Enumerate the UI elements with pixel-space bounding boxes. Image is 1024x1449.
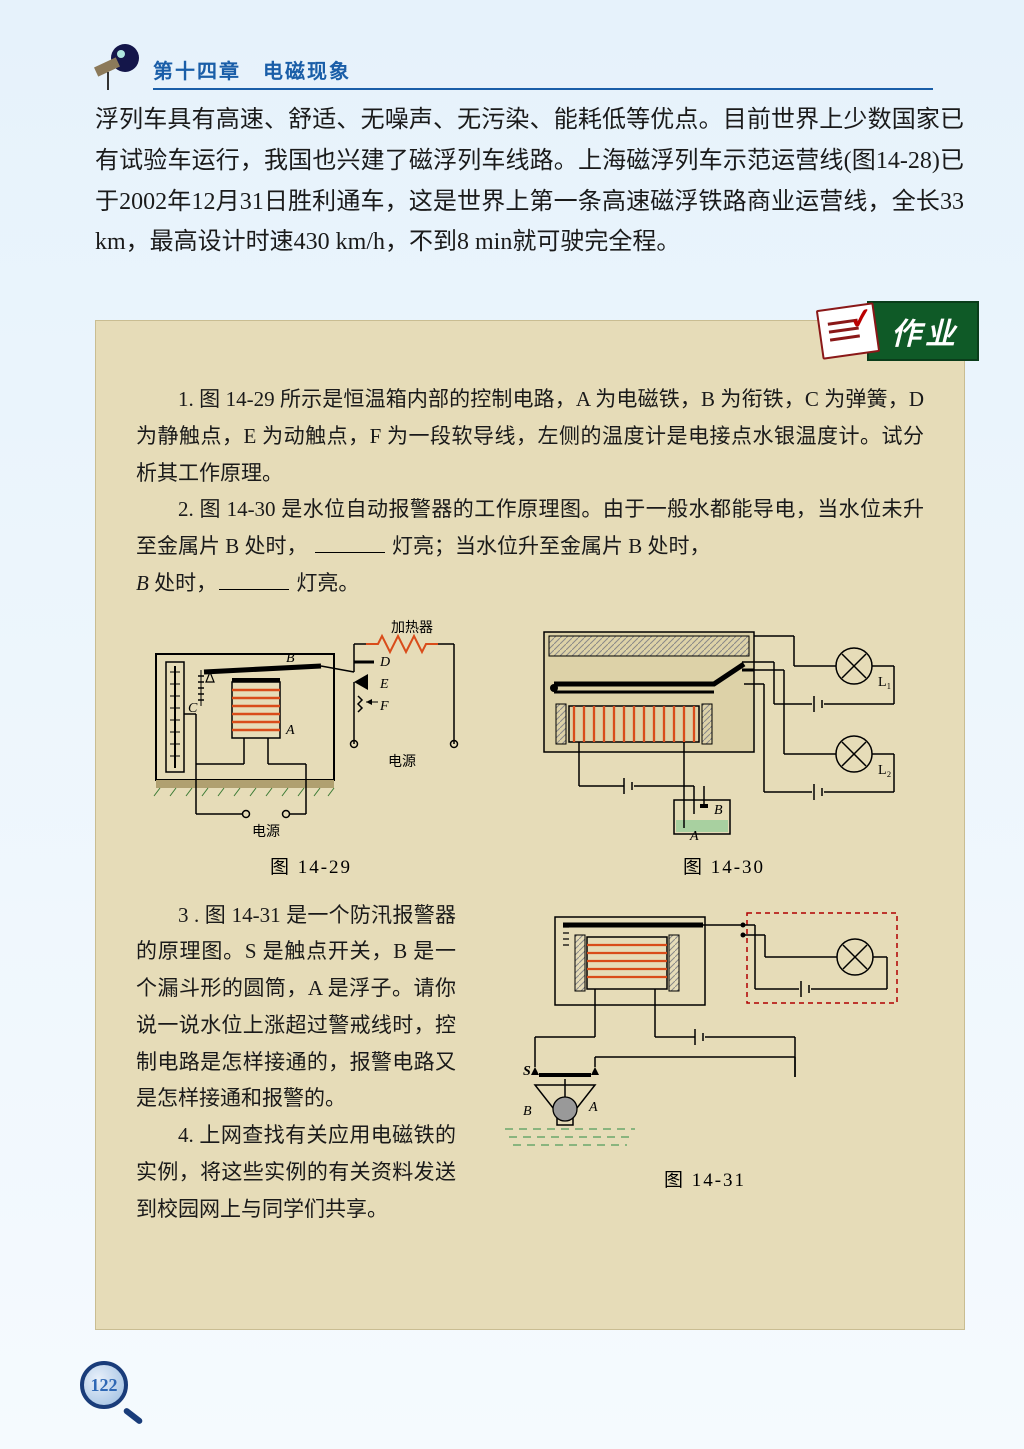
fig30-L2: L₂	[878, 763, 892, 778]
fig29-heater-label: 加热器	[391, 620, 433, 636]
question-4: 4. 上网查找有关应用电磁铁的实例，将这些实例的有关资料发送到校园网上与同学们共…	[136, 1117, 456, 1227]
page-number: 122	[91, 1375, 118, 1396]
fig30-caption: 图 14-30	[524, 852, 924, 879]
diagrams-row-1: 加热器 D E F	[136, 614, 924, 879]
fig29-power-2: 电源	[252, 824, 280, 840]
fig31-A: A	[588, 1100, 598, 1115]
question-3: 3 . 图 14-31 是一个防汛报警器的原理图。S 是触点开关，B 是一个漏斗…	[136, 897, 456, 1118]
question-2: 2. 图 14-30 是水位自动报警器的工作原理图。由于一般水都能导电，当水位未…	[136, 491, 924, 601]
fig30-A: A	[689, 829, 699, 844]
notepad-icon	[816, 302, 880, 360]
intro-paragraph: 浮列车具有高速、舒适、无噪声、无污染、能耗低等优点。目前世界上少数国家已有试验车…	[95, 100, 964, 263]
fig29-A: A	[285, 723, 295, 738]
fig31-B: B	[523, 1104, 532, 1119]
q2-blank-1	[315, 532, 385, 553]
fig31-caption: 图 14-31	[486, 1165, 924, 1192]
q2-blank-2	[219, 569, 289, 590]
question-3-4-text: 3 . 图 14-31 是一个防汛报警器的原理图。S 是触点开关，B 是一个漏斗…	[136, 897, 456, 1228]
fig29-B: B	[286, 651, 295, 666]
homework-label: 作业	[867, 301, 979, 361]
q2-part2: 灯亮；当水位升至金属片 B 处时，	[392, 534, 711, 558]
homework-text-block: 1. 图 14-29 所示是恒温箱内部的控制电路，A 为电磁铁，B 为衔铁，C …	[136, 381, 924, 602]
fig29-F: F	[379, 699, 389, 714]
fig29-E: E	[379, 677, 389, 692]
q2-part3: 灯亮。	[296, 571, 359, 595]
homework-panel: 作业 1. 图 14-29 所示是恒温箱内部的控制电路，A 为电磁铁，B 为衔铁…	[95, 320, 965, 1330]
homework-badge: 作业	[819, 301, 979, 361]
magnifier-icon: 122	[80, 1361, 142, 1423]
page-footer: 122	[80, 1361, 142, 1423]
question-3-row: 3 . 图 14-31 是一个防汛报警器的原理图。S 是触点开关，B 是一个漏斗…	[136, 897, 924, 1228]
telescope-icon	[95, 40, 145, 90]
fig29-D: D	[379, 655, 390, 670]
fig29-power-1: 电源	[388, 754, 416, 770]
figure-14-29: 加热器 D E F	[136, 614, 486, 879]
figure-14-31: S B A	[486, 897, 924, 1228]
figure-14-30: L₁ L₂	[524, 614, 924, 879]
fig30-L1: L₁	[878, 675, 891, 690]
page-header: 第十四章 电磁现象	[95, 40, 933, 90]
fig30-B: B	[714, 803, 723, 818]
question-1: 1. 图 14-29 所示是恒温箱内部的控制电路，A 为电磁铁，B 为衔铁，C …	[136, 381, 924, 491]
chapter-title: 第十四章 电磁现象	[153, 55, 933, 90]
fig29-caption: 图 14-29	[136, 852, 486, 879]
fig31-S: S	[523, 1064, 531, 1079]
